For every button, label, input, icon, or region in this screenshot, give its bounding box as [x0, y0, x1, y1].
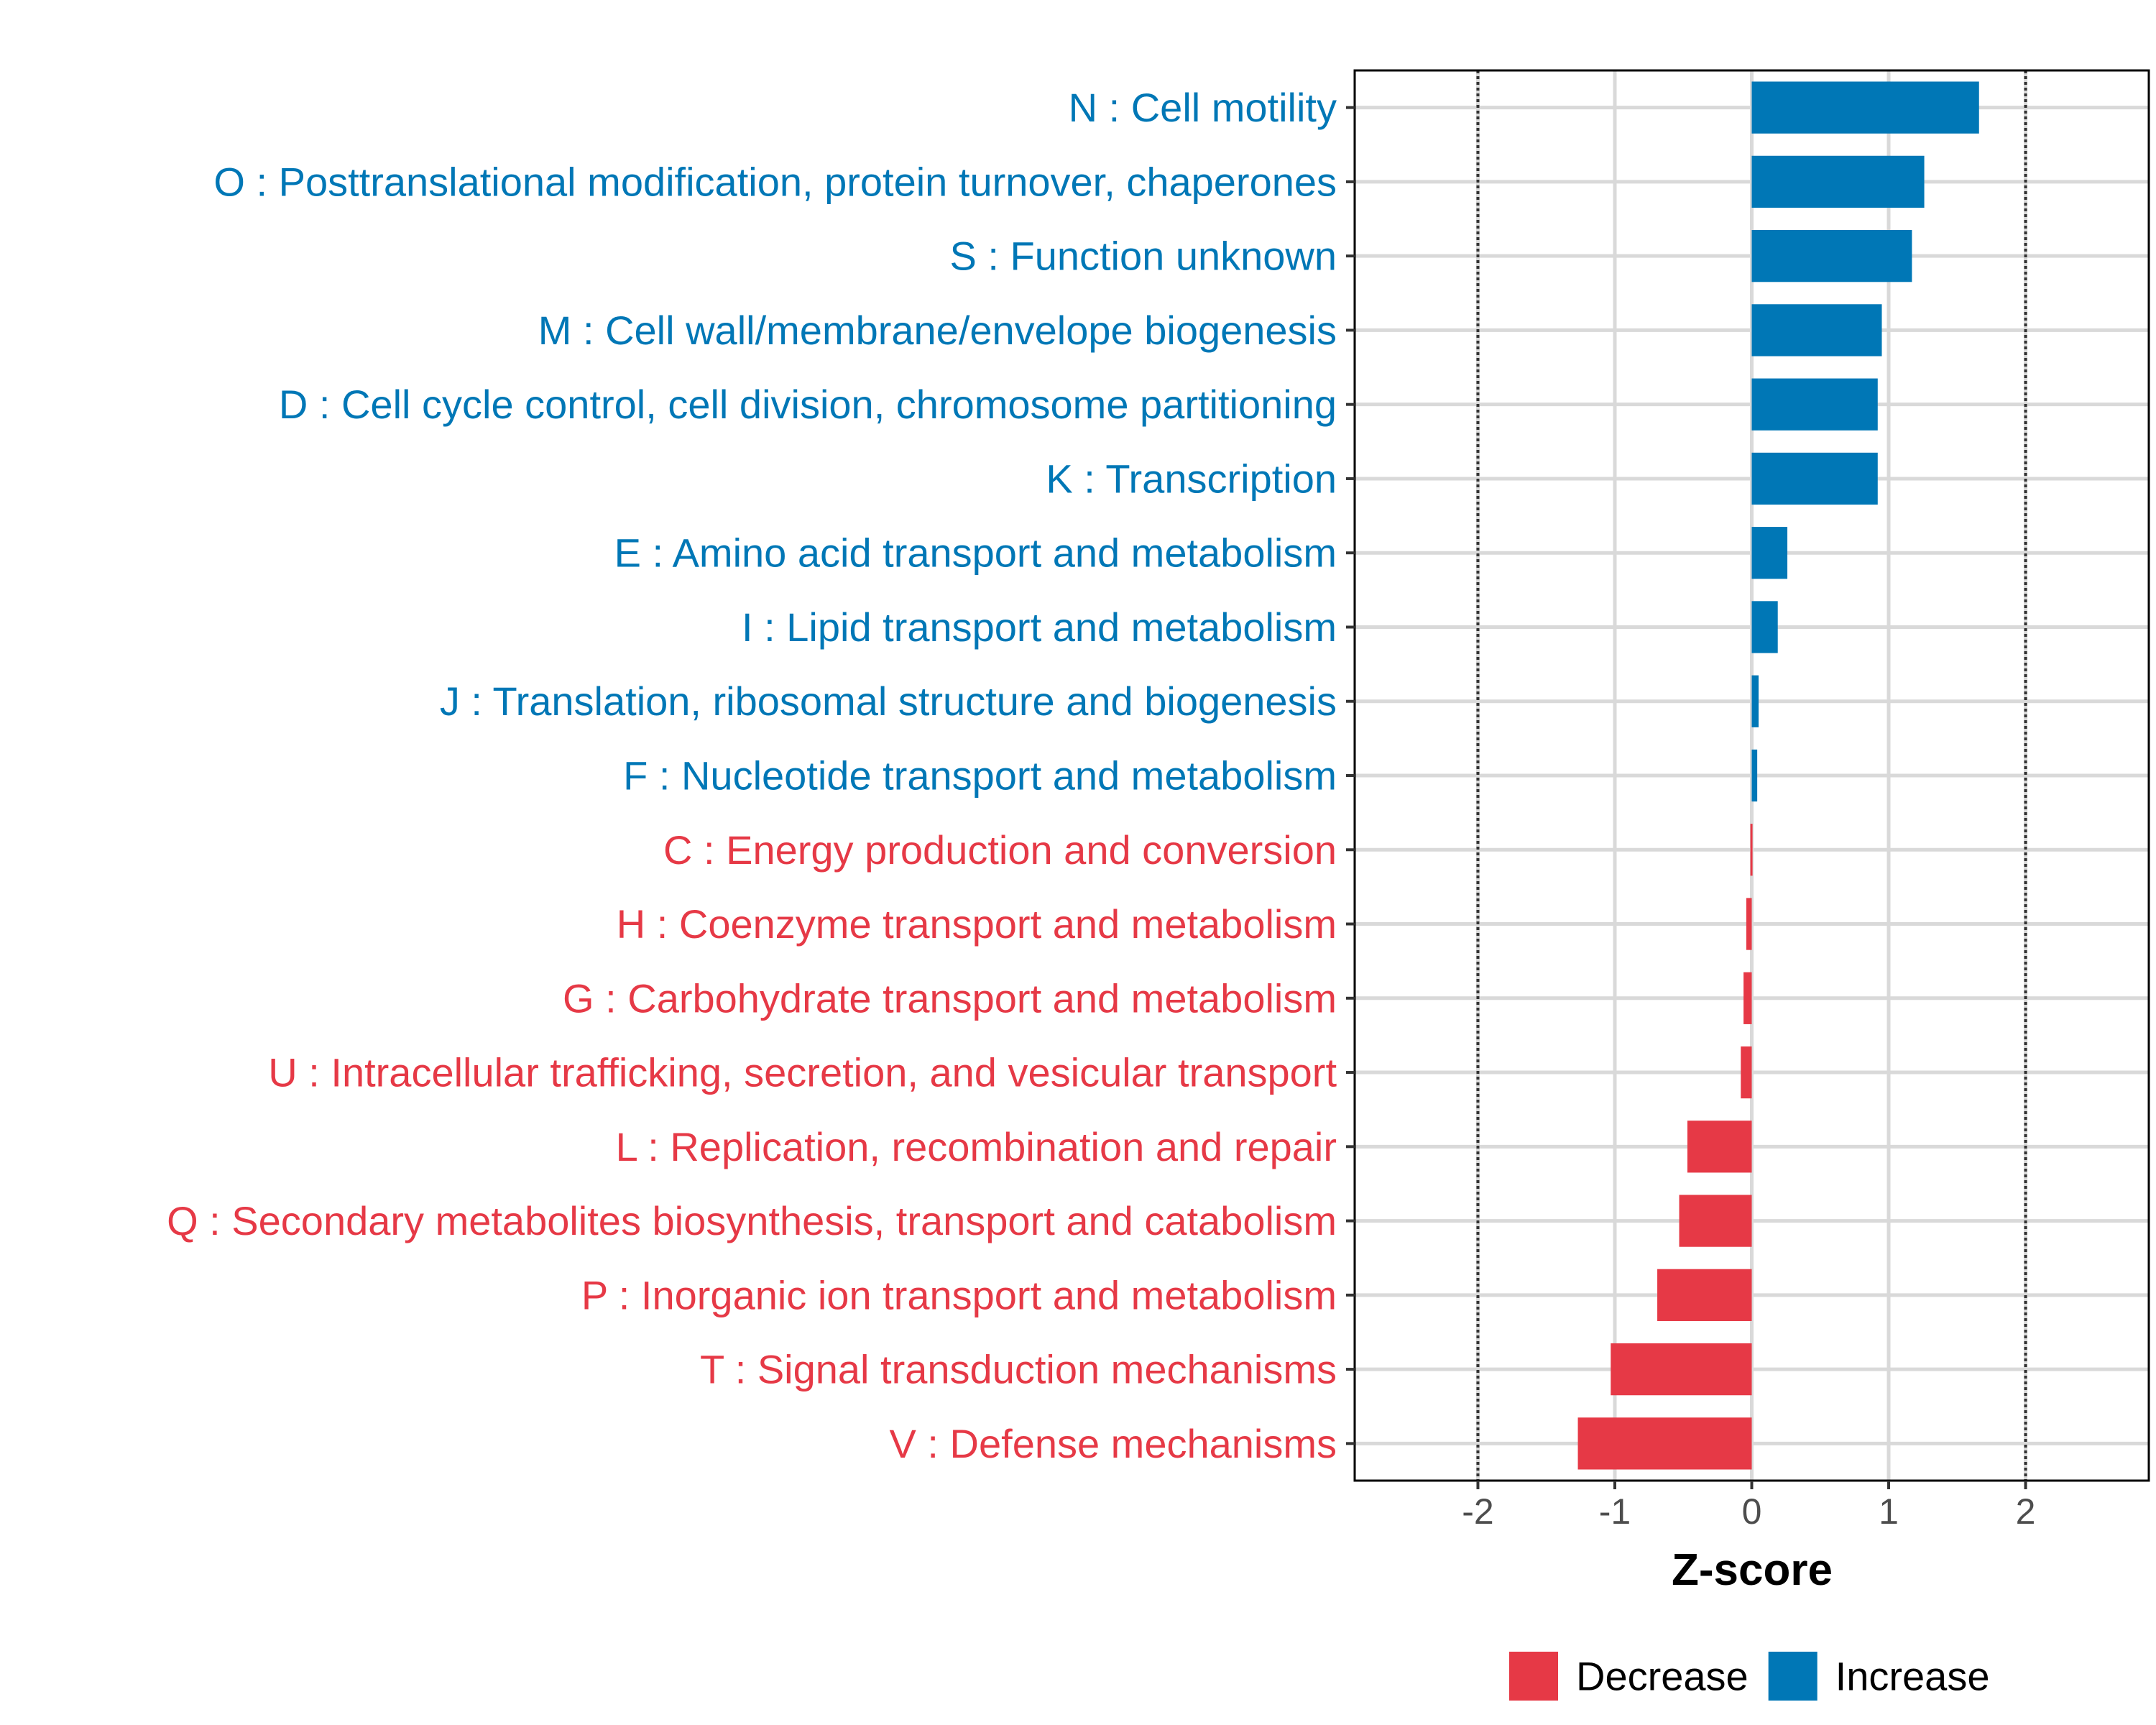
x-tick-label: -1: [1599, 1491, 1631, 1532]
category-label: T : Signal transduction mechanisms: [700, 1347, 1337, 1392]
bar: [1751, 452, 1878, 505]
bar: [1751, 527, 1788, 579]
category-labels: N : Cell motility O : Posttranslational m…: [167, 85, 1337, 1466]
category-label: V : Defense mechanisms: [890, 1421, 1337, 1466]
bar: [1743, 972, 1752, 1024]
category-label: S : Function unknown: [949, 234, 1337, 279]
x-axis-ticks: -2 -1 0 1 2: [1462, 1481, 2035, 1532]
bar: [1746, 898, 1752, 950]
bar: [1741, 1046, 1752, 1099]
reference-lines: [1476, 70, 2027, 1481]
bar: [1751, 81, 1979, 134]
category-label: J : Translation, ribosomal structure and…: [440, 678, 1337, 724]
category-label: P : Inorganic ion transport and metaboli…: [581, 1272, 1337, 1317]
category-label: O : Posttranslational modification, prot…: [213, 159, 1337, 204]
category-label: C : Energy production and conversion: [663, 827, 1337, 873]
bar: [1657, 1269, 1752, 1321]
category-label: G : Carbohydrate transport and metabolis…: [563, 975, 1337, 1021]
category-label: D : Cell cycle control, cell division, c…: [279, 382, 1337, 427]
category-label: Q : Secondary metabolites biosynthesis, …: [167, 1198, 1337, 1243]
legend-label: Decrease: [1576, 1654, 1749, 1699]
bar: [1679, 1195, 1752, 1247]
category-label: F : Nucleotide transport and metabolism: [623, 753, 1337, 799]
bar: [1751, 601, 1778, 653]
category-label: E : Amino acid transport and metabolism: [614, 530, 1337, 576]
x-tick-label: 0: [1742, 1491, 1762, 1532]
y-axis-ticks: [1346, 106, 1355, 1445]
bar: [1751, 230, 1912, 282]
category-label: I : Lipid transport and metabolism: [742, 604, 1337, 650]
legend-swatch: [1768, 1652, 1818, 1701]
bars: [1577, 81, 1979, 1470]
bar: [1751, 675, 1759, 727]
category-label: K : Transcription: [1046, 456, 1337, 501]
bar: [1687, 1121, 1752, 1173]
bar: [1751, 155, 1925, 208]
bar: [1751, 749, 1758, 802]
category-label: U : Intracellular trafficking, secretion…: [268, 1050, 1337, 1095]
x-tick-label: 1: [1879, 1491, 1899, 1532]
x-tick-label: -2: [1462, 1491, 1493, 1532]
x-axis-title: Z-score: [1672, 1545, 1833, 1595]
legend-swatch: [1509, 1652, 1558, 1701]
category-label: H : Coenzyme transport and metabolism: [617, 901, 1337, 947]
bar: [1577, 1417, 1752, 1470]
category-label: M : Cell wall/membrane/envelope biogenes…: [538, 308, 1337, 353]
legend: Decrease Increase: [1509, 1652, 1989, 1701]
category-label: L : Replication, recombination and repai…: [616, 1124, 1337, 1169]
category-label: N : Cell motility: [1069, 85, 1337, 130]
bar: [1750, 824, 1753, 876]
bar: [1751, 304, 1882, 356]
legend-label: Increase: [1835, 1654, 1990, 1699]
bar: [1611, 1343, 1752, 1396]
x-tick-label: 2: [2016, 1491, 2036, 1532]
bar: [1751, 378, 1878, 431]
